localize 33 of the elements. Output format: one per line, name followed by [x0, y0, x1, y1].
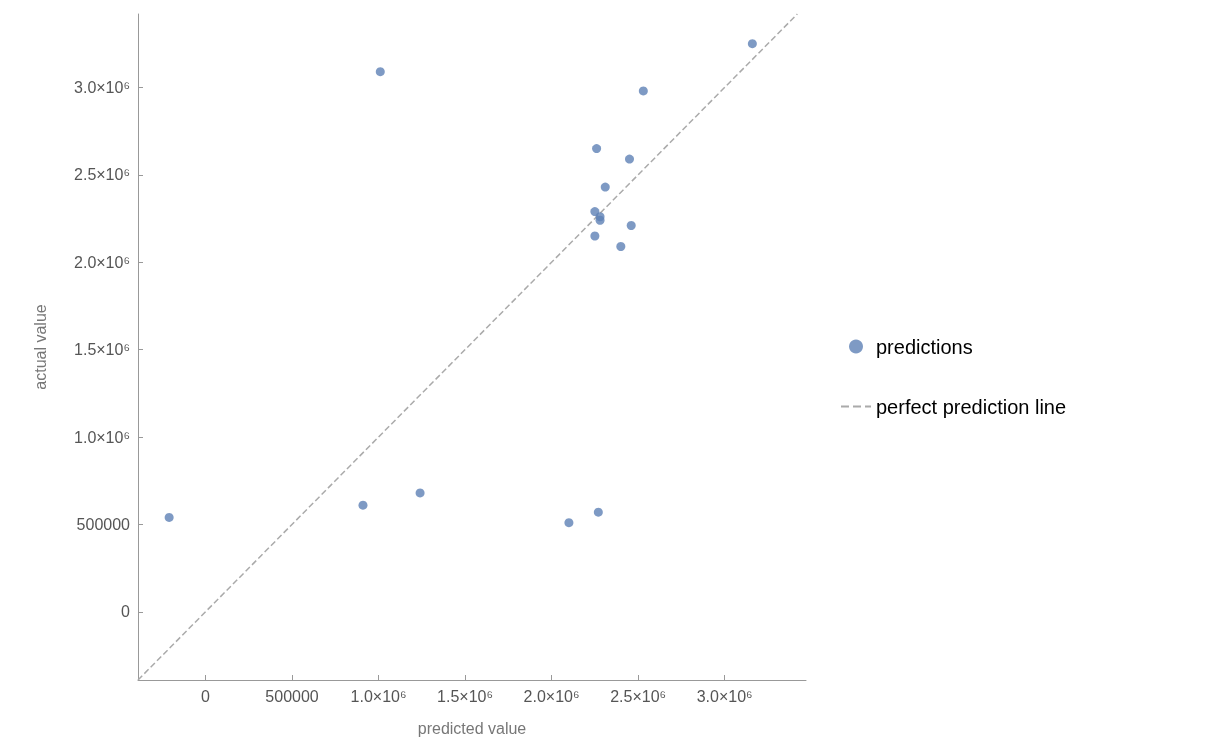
point	[590, 231, 600, 241]
point	[164, 512, 174, 522]
point	[590, 207, 600, 217]
y-tick-label: 3.0×10⁶	[74, 78, 130, 96]
x-tick-label: 1.5×10⁶	[437, 687, 494, 705]
y-tick-label: 2.5×10⁶	[74, 166, 130, 184]
point	[600, 182, 610, 192]
y-tick-label: 1.5×10⁶	[74, 341, 130, 359]
legend-label: predictions	[876, 335, 973, 358]
point	[358, 500, 368, 510]
y-tick-label: 0	[121, 603, 131, 621]
x-tick-label: 2.5×10⁶	[610, 687, 667, 705]
x-axis-title: predicted value	[417, 719, 527, 737]
point	[415, 488, 425, 498]
point	[747, 39, 757, 49]
x-tick-label: 3.0×10⁶	[696, 687, 753, 705]
y-tick-label: 500000	[76, 515, 131, 533]
x-tick-label: 500000	[265, 687, 319, 705]
x-tick-label: 2.0×10⁶	[523, 687, 580, 705]
y-tick-label: 1.0×10⁶	[74, 428, 130, 446]
y-axis-title: actual value	[31, 304, 49, 390]
legend-label: perfect prediction line	[876, 395, 1067, 418]
x-tick-label: 1.0×10⁶	[350, 687, 407, 705]
point	[593, 507, 603, 517]
point	[616, 241, 626, 251]
x-tick-label: 0	[201, 687, 211, 705]
point	[592, 144, 602, 154]
y-tick-label: 2.0×10⁶	[74, 253, 130, 271]
point	[624, 154, 634, 164]
point	[375, 67, 385, 77]
point	[638, 86, 648, 96]
point	[626, 221, 636, 231]
point	[564, 518, 574, 528]
